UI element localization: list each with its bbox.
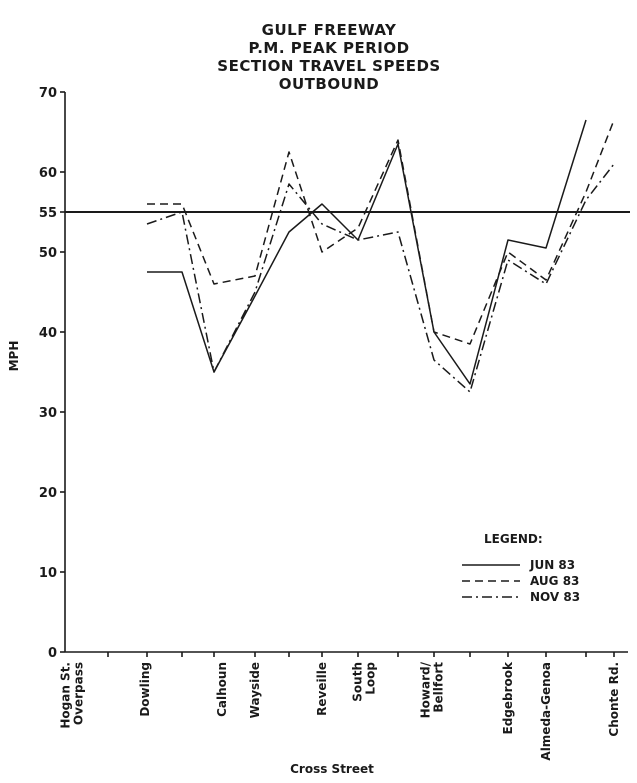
series-line-jun-83 [147,119,587,385]
x-tick-label-line: Loop [364,662,378,695]
y-tick-label: 30 [39,406,57,421]
x-tick-label: Calhoun [215,662,229,717]
y-tick-label: 0 [48,646,57,661]
x-tick-label: South Loop [351,662,378,702]
x-tick-label: Almeda-Genoa [539,662,553,761]
x-tick-label-line: Chonte Rd. [607,662,621,737]
x-tick-label-line: Hogan St. [59,662,73,729]
y-tick-label: 60 [39,166,57,181]
series-lines [146,119,615,393]
legend-label: NOV 83 [530,590,580,604]
x-tick-label: Howard/Bellfort [419,661,446,718]
y-ticks: 0 10 20 30 40 50 55 60 70 [39,86,615,661]
y-tick-label: 55 [39,206,57,221]
x-tick-label-line: Wayside [248,662,262,718]
x-tick-labels: Hogan St. Overpass Dowling Calhoun Wayside Re… [59,661,622,761]
series-line-nov-83 [146,163,615,393]
x-tick-label: Dowling [138,662,152,717]
title-line-3: SECTION TRAVEL SPEEDS [217,57,440,75]
y-tick-label: 20 [39,486,57,501]
y-tick-label: 40 [39,326,57,341]
y-axis-label: MPH [7,341,21,372]
x-tick-label-line: Overpass [72,662,86,725]
x-tick-label: Edgebrook [501,661,515,735]
title-line-2: P.M. PEAK PERIOD [248,39,409,57]
x-tick-label-line: South [351,662,365,702]
legend: LEGEND: JUN 83 AUG 83 NOV 83 [462,532,580,604]
x-tick-label-line: Bellfort [432,662,446,713]
x-tick-label-line: Calhoun [215,662,229,717]
x-tick-label: Hogan St. Overpass [59,662,86,729]
x-tick-label: Reveille [315,662,329,716]
x-tick-label: Wayside [248,662,262,718]
axes [64,92,630,653]
chart-title: GULF FREEWAY P.M. PEAK PERIOD SECTION TR… [217,21,440,93]
x-tick-label-line: Edgebrook [501,661,515,735]
legend-label: AUG 83 [530,574,579,588]
y-tick-label: 10 [39,566,57,581]
x-axis-label: Cross Street [290,762,374,776]
legend-title: LEGEND: [484,532,543,546]
x-tick-label-line: Dowling [138,662,152,717]
x-tick-label: Chonte Rd. [607,662,621,737]
x-tick-label-line: Almeda-Genoa [539,662,553,761]
x-tick-label-line: Reveille [315,662,329,716]
x-tick-label-line: Howard/ [419,661,433,718]
y-tick-label: 50 [39,246,57,261]
y-tick-label: 70 [39,86,57,101]
series-line-aug-83 [147,119,615,345]
legend-label: JUN 83 [529,558,575,572]
title-line-1: GULF FREEWAY [262,21,397,39]
title-line-4: OUTBOUND [279,75,380,93]
